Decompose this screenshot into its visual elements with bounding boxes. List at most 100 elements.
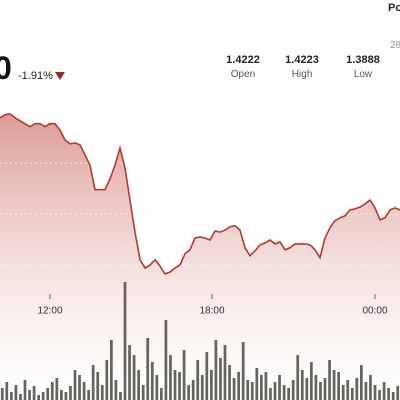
volume-bar [391,392,395,400]
volume-bar [314,375,318,400]
volume-bar [228,365,231,400]
volume-bar [273,382,277,400]
volume-bar [169,355,172,400]
volume-bar [41,392,45,400]
volume-bar [10,392,13,400]
volume-bar [278,375,281,400]
volume-bar [241,342,245,400]
open-label: Open [230,69,256,80]
volume-bar [114,380,118,400]
volume-bar [350,388,354,400]
low-value: 1.3888 [346,54,380,66]
x-tick-label: 18:00 [199,306,224,317]
volume-bar [328,360,331,400]
volume-bar [23,380,27,400]
volume-bar [264,372,268,400]
volume-bar [91,365,95,400]
volume-bar [341,385,345,400]
volume-bar [191,380,195,400]
down-arrow [55,72,65,80]
volume-bar [255,368,259,400]
volume-bar [19,394,22,400]
volume-bar [223,345,227,400]
price-area [0,113,400,400]
volume-bar [291,380,295,400]
volume-bar [378,390,381,400]
volume-bar [287,388,290,400]
volume-bar [205,352,209,400]
volume-bar [96,372,100,400]
volume-bar [355,378,359,400]
volume-bar [69,386,72,400]
volume-bar [369,375,372,400]
volume-bar [128,345,131,400]
open-value: 1.4222 [226,54,260,66]
volume-bar [364,382,368,400]
volume-bar [396,386,400,400]
volume-bar [78,375,81,400]
stat-high: 1.4223 High [272,54,332,80]
volume-bar [14,385,18,400]
volume-bar [132,355,136,400]
volume-bar [246,380,250,400]
volume-bar [200,375,204,400]
volume-bar [46,388,50,400]
volume-bar [105,360,109,400]
volume-bar [323,378,327,400]
volume-bar [141,385,145,400]
volume-bar [232,378,236,400]
volume-bar [119,392,122,400]
volume-bar [250,382,254,400]
volume-bar [110,340,113,400]
volume-bar [214,340,218,400]
volume-bar [173,370,177,400]
volume-bar [160,388,163,400]
volume-bar [155,375,159,400]
stat-open: 1.4222 Open [213,54,273,80]
volume-bar [360,365,363,400]
volume-bar [178,372,181,400]
volume-bar [382,382,386,400]
volume-bar [319,382,322,400]
stat-low: 1.3888 Low [333,54,393,80]
volume-bar [182,350,186,400]
volume-bar [310,362,313,400]
volume-bar [237,372,240,400]
x-tick-label: 12:00 [37,306,62,317]
volume-bar [305,378,309,400]
volume-bar [219,358,222,400]
volume-bar [300,370,304,400]
volume-bar [282,385,286,400]
volume-bar [50,382,54,400]
volume-bar [196,360,200,400]
volume-bar [100,385,104,400]
volume-bar [32,386,36,400]
high-value: 1.4223 [285,54,319,66]
volume-bar [146,338,150,400]
source: Po [388,2,400,14]
price-line [0,113,400,275]
date: 28 [390,40,400,51]
volume-bar [387,388,390,400]
volume-bar [337,372,340,400]
volume-bar [87,390,90,400]
volume-bar [5,382,9,400]
volume-bar [332,370,336,400]
change: -1.91% [18,70,53,82]
volume-bar [82,382,86,400]
volume-bar [60,390,63,400]
high-label: High [291,69,313,80]
volume-bar [150,362,154,400]
volume-bar [373,385,377,400]
volume-bar [210,370,213,400]
volume-bar [0,388,4,400]
volume-bar [187,385,190,400]
volume-bar [137,370,140,400]
volume-bar [37,395,40,400]
volume-bar [269,388,272,400]
volume-bar [164,320,168,400]
low-label: Low [353,69,373,80]
x-tick-label: 00:00 [362,306,387,317]
